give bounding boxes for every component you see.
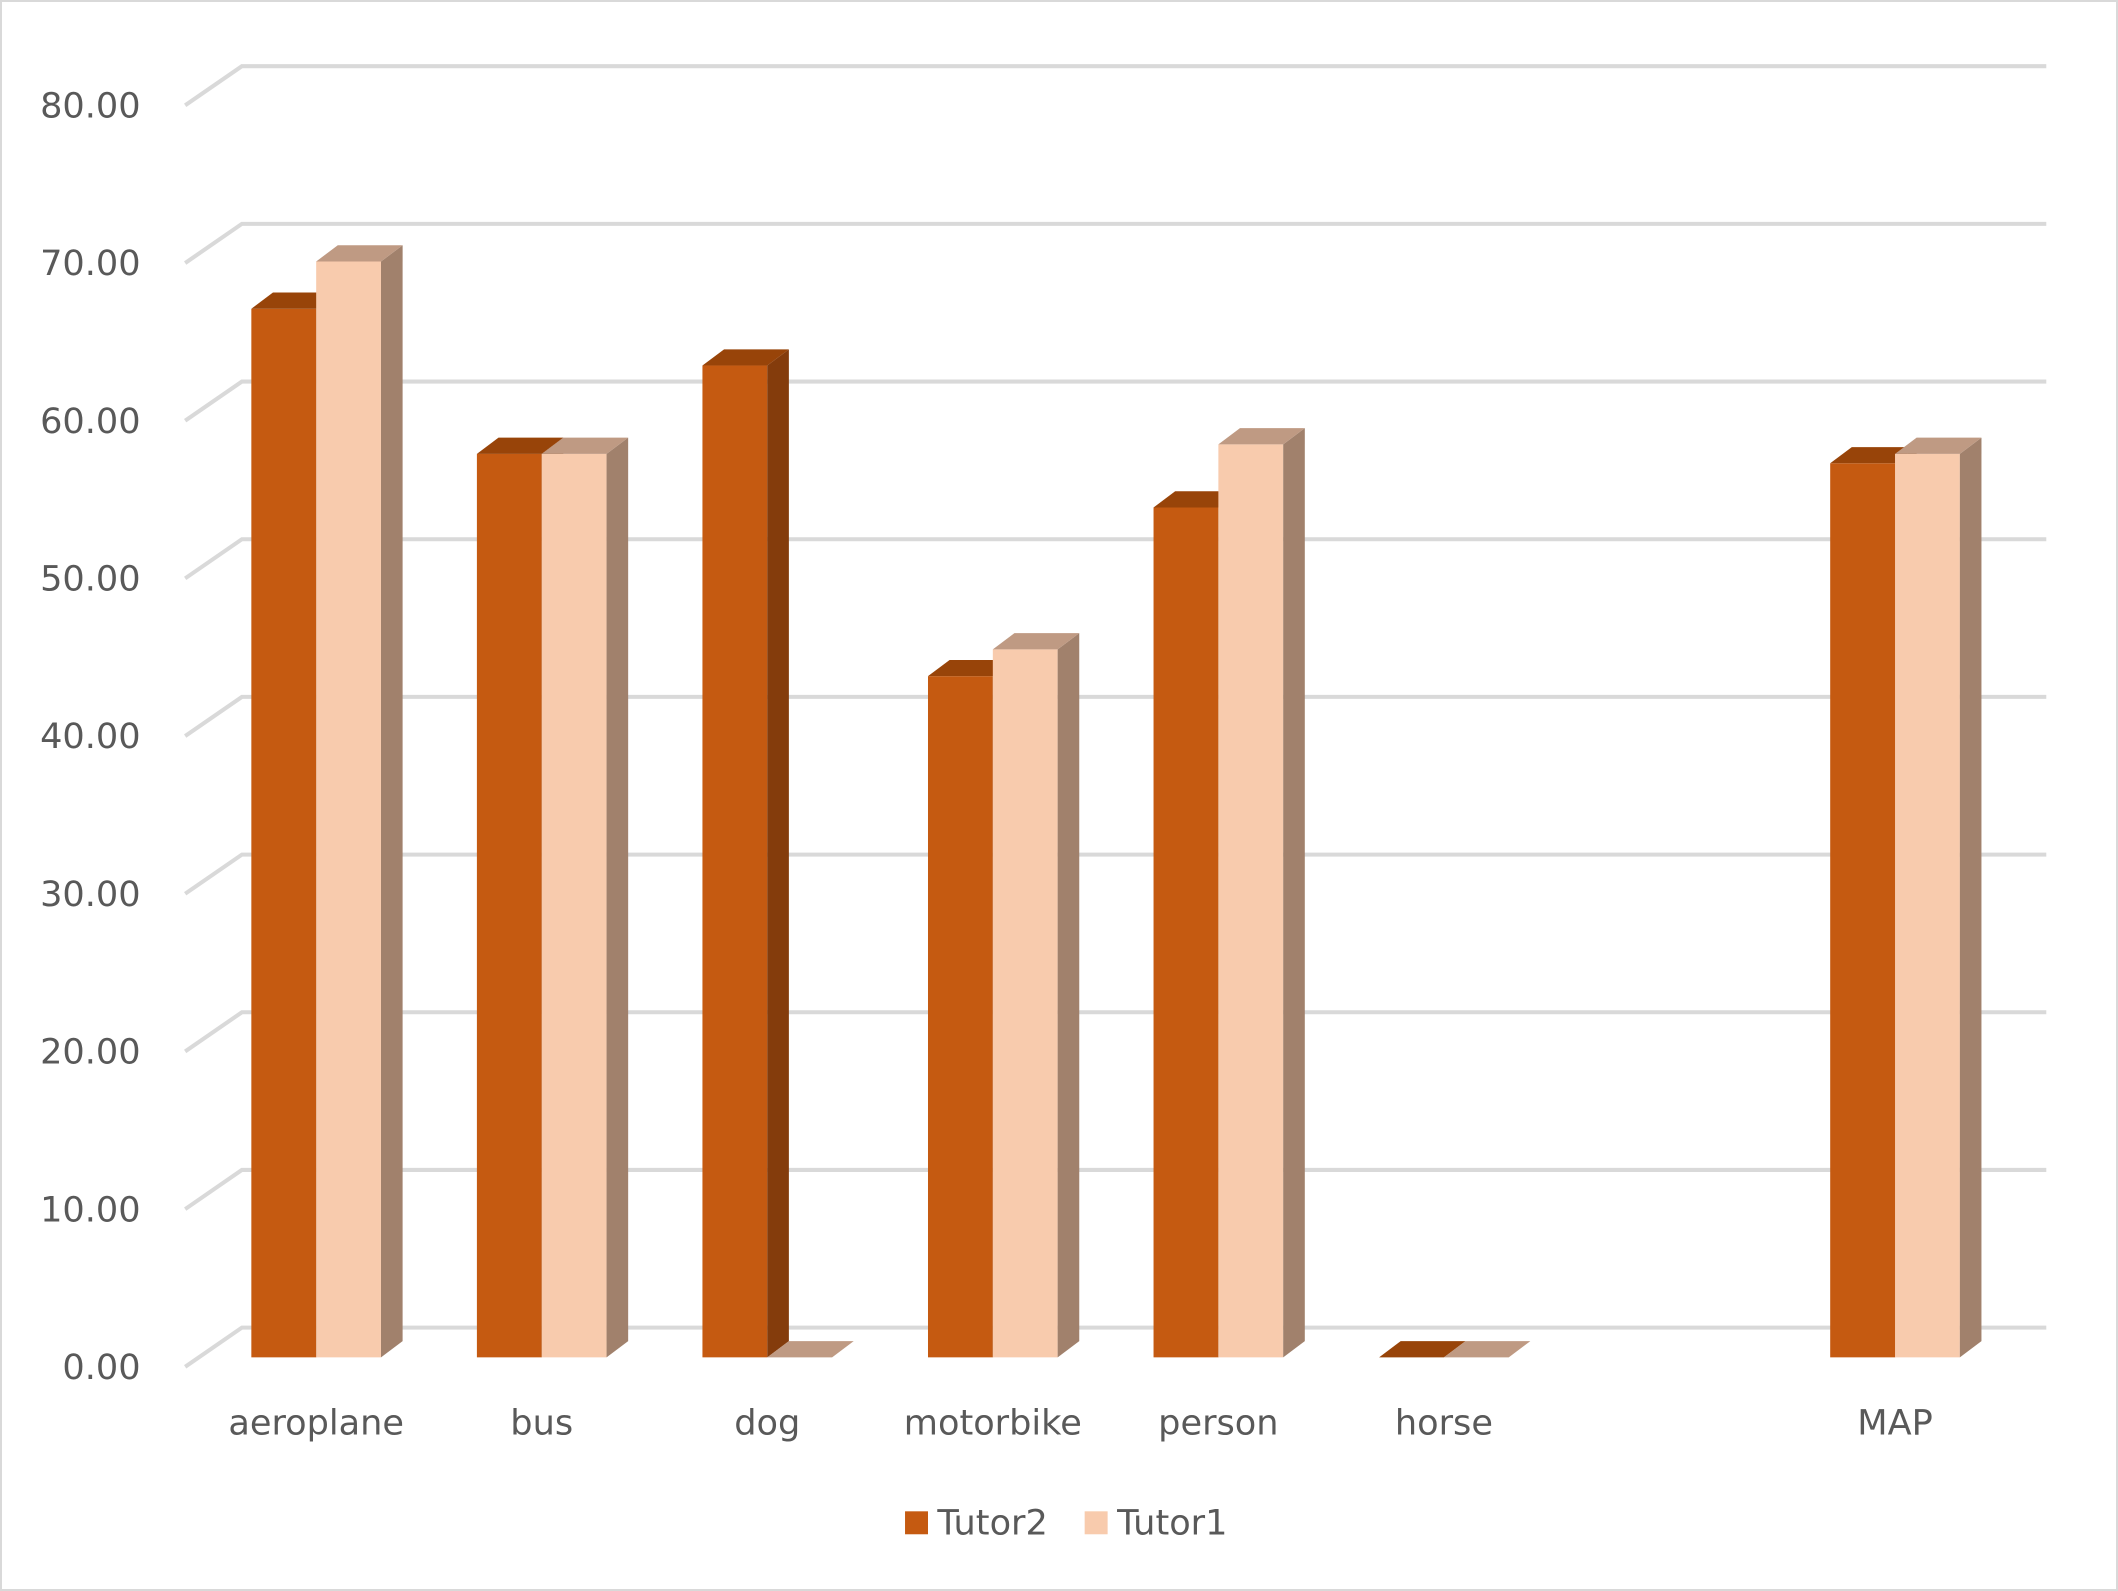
gridline	[184, 1010, 2047, 1054]
legend: Tutor2 Tutor1	[905, 1502, 1227, 1543]
bar-tutor1-person	[1218, 444, 1284, 1358]
bar-top	[316, 245, 403, 262]
gridline	[184, 1167, 2047, 1211]
gridline	[184, 221, 2047, 265]
bar-tutor2-person	[1153, 507, 1219, 1358]
x-tick-label: dog	[734, 1402, 800, 1443]
bar-top	[767, 1341, 854, 1358]
bar-side	[606, 437, 629, 1358]
gridline	[184, 537, 2047, 581]
gridline	[184, 379, 2047, 423]
bar-top	[541, 437, 629, 454]
gridline	[184, 64, 2047, 108]
legend-label-tutor1: Tutor1	[1116, 1502, 1227, 1543]
bar-side	[1283, 428, 1305, 1358]
bar-tutor2-dog	[702, 365, 768, 1358]
bar-top	[992, 633, 1080, 650]
bar-side	[1959, 437, 1982, 1358]
y-tick-label: 50.00	[40, 559, 141, 600]
y-tick-label: 80.00	[40, 86, 141, 127]
x-tick-label: motorbike	[904, 1402, 1082, 1443]
gridline	[184, 1325, 2047, 1369]
y-tick-label: 40.00	[40, 716, 141, 757]
gridline	[184, 852, 2047, 896]
x-tick-label: bus	[510, 1402, 573, 1443]
y-axis-labels: 0.00 10.00 20.00 30.00 40.00 50.00 60.00 70.00 8…	[40, 86, 141, 1388]
bar-top	[1443, 1341, 1531, 1358]
legend-swatch-tutor1	[1084, 1511, 1108, 1535]
bar-side	[767, 349, 789, 1358]
gridlines	[184, 64, 2047, 1369]
bar-top	[476, 437, 564, 454]
legend-label-tutor2: Tutor2	[936, 1502, 1047, 1543]
bar-tutor2-motorbike	[927, 676, 993, 1358]
bar-top	[702, 349, 789, 366]
x-tick-label: aeroplane	[228, 1402, 404, 1443]
bar-tutor2-MAP	[1830, 463, 1896, 1358]
y-tick-label: 20.00	[40, 1032, 141, 1073]
y-tick-label: 70.00	[40, 243, 141, 284]
bar-tutor2-bus	[476, 453, 542, 1358]
x-tick-label: horse	[1395, 1402, 1493, 1443]
y-tick-label: 30.00	[40, 874, 141, 915]
y-tick-label: 0.00	[62, 1347, 140, 1388]
bar-top	[1895, 437, 1982, 454]
x-axis-labels: aeroplane bus dog motorbike person horse MAP	[228, 1402, 1932, 1443]
gridline	[184, 694, 2047, 738]
y-tick-label: 10.00	[40, 1189, 141, 1230]
bar-top	[1379, 1341, 1466, 1358]
bar-tutor2-aeroplane	[251, 308, 317, 1358]
bar-tutor1-bus	[541, 453, 607, 1358]
bar-side	[381, 245, 403, 1358]
bar-tutor1-aeroplane	[316, 261, 382, 1358]
x-tick-label: MAP	[1857, 1402, 1932, 1443]
x-tick-label: person	[1158, 1402, 1278, 1443]
bars	[251, 245, 1982, 1358]
bar-tutor1-MAP	[1895, 453, 1960, 1358]
bar-tutor1-motorbike	[992, 649, 1058, 1358]
bar-top	[1218, 428, 1305, 445]
y-tick-label: 60.00	[40, 401, 141, 442]
legend-swatch-tutor2	[905, 1511, 928, 1535]
bar-side	[1057, 633, 1080, 1358]
